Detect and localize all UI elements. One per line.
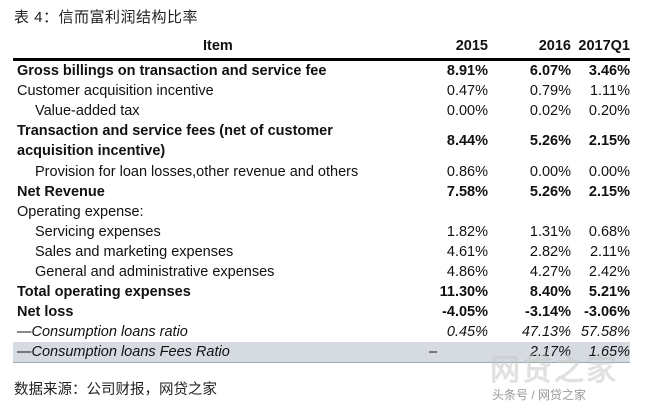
table-row: Provision for loan losses,other revenue … (13, 162, 630, 182)
cell-2016: 2.82% (529, 244, 571, 260)
cell-2017q1: 2.15% (588, 133, 630, 149)
cell-2015: 0.45% (446, 324, 488, 340)
cell-2017q1: 5.21% (588, 284, 630, 300)
table-row: Sales and marketing expenses 4.61% 2.82%… (13, 242, 630, 262)
table-row: Value-added tax 0.00% 0.02% 0.20% (13, 101, 630, 121)
cell-2015: 0.47% (446, 83, 488, 99)
data-source-note: 数据来源：公司财报，网贷之家 (14, 382, 217, 398)
cell-2016: -3.14% (525, 304, 571, 320)
header-2016: 2016 (538, 38, 571, 54)
cell-2016: 0.02% (529, 103, 571, 119)
cell-2016: 0.00% (529, 164, 571, 180)
table-row: Total operating expenses 11.30% 8.40% 5.… (13, 282, 630, 302)
row-label: Total operating expenses (17, 284, 191, 300)
row-label: Customer acquisition incentive (17, 83, 214, 99)
cell-2015: 4.61% (446, 244, 488, 260)
row-label: —Consumption loans ratio (17, 324, 188, 340)
table-row: Net Revenue 7.58% 5.26% 2.15% (13, 182, 630, 202)
row-label: Net Revenue (17, 184, 105, 200)
cell-2017q1: 2.15% (588, 184, 630, 200)
cell-2017q1: 2.11% (589, 244, 630, 260)
cell-2015: 8.91% (446, 63, 488, 79)
row-label: Net loss (17, 304, 74, 320)
row-label: Provision for loan losses,other revenue … (35, 164, 359, 180)
cell-2016: 5.26% (529, 133, 571, 149)
cell-2017q1: 2.42% (588, 264, 630, 280)
watermark-text: 头条号 / 网贷之家 (492, 388, 587, 402)
cell-2017q1: 57.58% (580, 324, 630, 340)
profit-structure-table: Item 2015 2016 2017Q1 Gross billings on … (13, 36, 630, 363)
cell-2017q1: 0.00% (588, 164, 630, 180)
cell-2015: 4.86% (446, 264, 488, 280)
cell-2016: 8.40% (529, 284, 571, 300)
cell-2017q1: 3.46% (588, 63, 630, 79)
cell-2015: 1.82% (446, 224, 488, 240)
cell-2015: 11.30% (439, 284, 488, 300)
cell-2017q1: 1.65% (588, 344, 630, 360)
cell-2016: 6.07% (529, 63, 571, 79)
table-row: Servicing expenses 1.82% 1.31% 0.68% (13, 222, 630, 242)
table-row: General and administrative expenses 4.86… (13, 262, 630, 282)
header-item: Item (203, 38, 233, 54)
header-2015: 2015 (455, 38, 488, 54)
cell-2015: -4.05% (442, 304, 488, 320)
table-row: Net loss -4.05% -3.14% -3.06% (13, 302, 630, 322)
cell-2017q1: 1.11% (589, 83, 630, 99)
row-label: Servicing expenses (35, 224, 161, 240)
cell-2015: – (428, 344, 438, 360)
cell-2017q1: 0.20% (588, 103, 630, 119)
cell-2015: 0.00% (446, 103, 488, 119)
cell-2016: 4.27% (529, 264, 571, 280)
table-row: Operating expense: (13, 202, 630, 222)
cell-2016: 1.31% (529, 224, 571, 240)
table-row-highlighted: —Consumption loans Fees Ratio – 2.17% 1.… (13, 342, 630, 363)
cell-2016: 47.13% (521, 324, 571, 340)
header-2017q1: 2017Q1 (578, 38, 630, 54)
cell-2017q1: -3.06% (584, 304, 630, 320)
table-row: Customer acquisition incentive 0.47% 0.7… (13, 81, 630, 101)
table-row: Gross billings on transaction and servic… (13, 61, 630, 81)
table-row: Transaction and service fees (net of cus… (13, 121, 630, 162)
row-label: Sales and marketing expenses (35, 244, 234, 260)
cell-2016: 5.26% (529, 184, 571, 200)
table-caption: 表 4：信而富利润结构比率 (14, 9, 199, 26)
row-label: Transaction and service fees (net of cus… (17, 123, 333, 159)
cell-2015: 8.44% (446, 133, 488, 149)
table-header: Item 2015 2016 2017Q1 (13, 36, 630, 61)
row-label: Gross billings on transaction and servic… (17, 63, 327, 79)
table-row: —Consumption loans ratio 0.45% 47.13% 57… (13, 322, 630, 342)
cell-2015: 7.58% (446, 184, 488, 200)
row-label: Operating expense: (17, 204, 144, 220)
cell-2016: 0.79% (529, 83, 571, 99)
cell-2016: 2.17% (529, 344, 571, 360)
row-label: Value-added tax (35, 103, 140, 119)
cell-2017q1: 0.68% (588, 224, 630, 240)
row-label: General and administrative expenses (35, 264, 275, 280)
cell-2015: 0.86% (446, 164, 488, 180)
watermark-logo: 网贷之家 (490, 354, 618, 387)
row-label: —Consumption loans Fees Ratio (17, 344, 230, 360)
